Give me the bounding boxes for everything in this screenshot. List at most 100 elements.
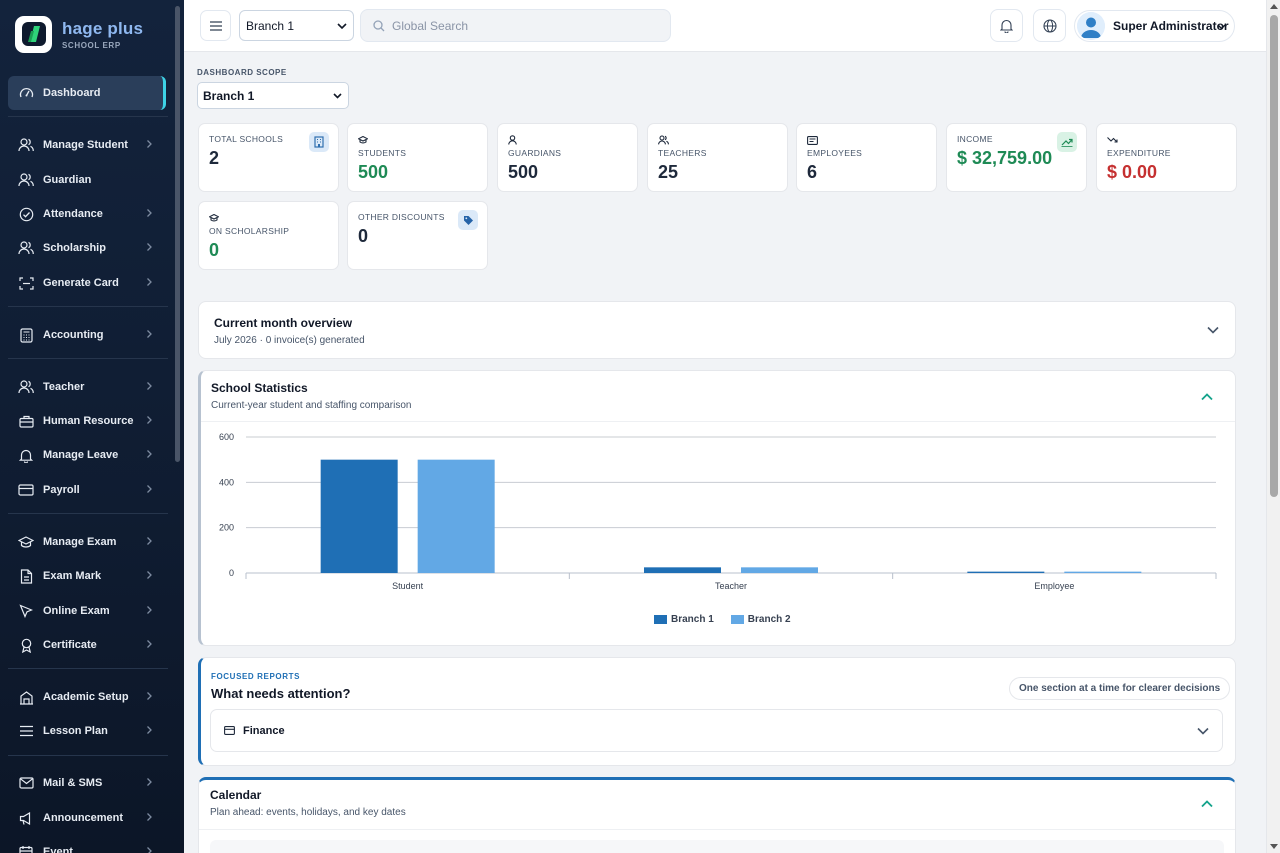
- stat-expenditure: EXPENDITURE $ 0.00: [1096, 123, 1237, 192]
- school-statistics-header[interactable]: School Statistics Current-year student a…: [201, 371, 1235, 422]
- branch-select[interactable]: Branch 1: [239, 10, 354, 41]
- sidebar-item-exam-mark[interactable]: Exam Mark: [8, 559, 166, 593]
- search-input[interactable]: [392, 18, 652, 33]
- sidebar-item-manage-leave[interactable]: Manage Leave: [8, 438, 166, 472]
- sidebar-item-academic-setup[interactable]: Academic Setup: [8, 680, 166, 714]
- users-icon: [17, 171, 35, 189]
- sidebar-item-guardian[interactable]: Guardian: [8, 163, 166, 197]
- sidebar-item-human-resource[interactable]: Human Resource: [8, 404, 166, 438]
- stat-label: STUDENTS: [358, 148, 407, 158]
- chevron-right-icon: [147, 726, 152, 734]
- sidebar-item-online-exam[interactable]: Online Exam: [8, 594, 166, 628]
- building-icon: [17, 688, 35, 706]
- bar-teacher-branch-1[interactable]: [644, 567, 721, 573]
- stat-value: 6: [807, 162, 818, 182]
- scroll-down-icon[interactable]: [1270, 844, 1278, 849]
- avatar: [1077, 12, 1105, 40]
- graduation-cap-icon: [209, 212, 328, 224]
- legend-label[interactable]: Branch 2: [747, 614, 791, 625]
- stat-employees: EMPLOYEES 6: [796, 123, 937, 192]
- stat-value: 25: [658, 162, 679, 182]
- sidebar-item-announcement[interactable]: Announcement: [8, 801, 166, 835]
- stat-value: 0: [358, 226, 369, 246]
- sidebar-item-event[interactable]: Event: [8, 835, 166, 853]
- sidebar-item-label: Scholarship: [43, 242, 106, 254]
- sidebar-item-accounting[interactable]: Accounting: [8, 318, 166, 352]
- sidebar-item-attendance[interactable]: Attendance: [8, 197, 166, 231]
- bar-student-branch-1[interactable]: [320, 459, 398, 573]
- scrollbar-thumb[interactable]: [1270, 15, 1278, 497]
- list-icon: [17, 722, 35, 740]
- chevron-right-icon: [147, 416, 152, 424]
- calendar-subtitle: Plan ahead: events, holidays, and key da…: [210, 807, 406, 818]
- stat-students: STUDENTS 500: [347, 123, 488, 192]
- sidebar-item-teacher[interactable]: Teacher: [8, 370, 166, 404]
- sidebar-item-payroll[interactable]: Payroll: [8, 473, 166, 507]
- finance-label: Finance: [243, 724, 285, 737]
- current-month-overview[interactable]: Current month overview July 2026 · 0 inv…: [198, 301, 1236, 359]
- sidebar-scrollbar[interactable]: [175, 6, 180, 462]
- sidebar-item-label: Manage Leave: [43, 449, 119, 461]
- sidebar-item-lesson-plan[interactable]: Lesson Plan: [8, 714, 166, 748]
- legend-label[interactable]: Branch 1: [671, 614, 714, 625]
- user-menu[interactable]: Super Administrator: [1074, 10, 1235, 42]
- credit-card-icon: [17, 481, 35, 499]
- page-scrollbar[interactable]: [1266, 0, 1280, 853]
- sidebar-item-manage-exam[interactable]: Manage Exam: [8, 525, 166, 559]
- chevron-right-icon: [147, 243, 152, 251]
- chevron-down-icon[interactable]: [1197, 727, 1209, 735]
- legend-swatch-branch-2: [730, 615, 744, 624]
- brand-subtitle: SCHOOL ERP: [62, 40, 121, 50]
- sidebar-item-label: Exam Mark: [43, 570, 102, 582]
- sidebar-item-scholarship[interactable]: Scholarship: [8, 231, 166, 265]
- dashboard-scope-select[interactable]: Branch 1: [197, 82, 349, 109]
- stat-label: EMPLOYEES: [807, 148, 863, 158]
- scan-card-icon: [17, 274, 35, 292]
- sidebar-item-label: Manage Exam: [43, 536, 117, 548]
- menu-toggle-button[interactable]: [200, 10, 231, 41]
- bar-employee-branch-1[interactable]: [967, 571, 1045, 573]
- bar-student-branch-2[interactable]: [417, 459, 495, 573]
- chevron-down-icon: [1217, 24, 1226, 30]
- sidebar-item-label: Event: [43, 846, 73, 853]
- document-icon: [17, 567, 35, 585]
- app-logo-icon: [15, 15, 52, 53]
- calculator-icon: [17, 326, 35, 344]
- sidebar-divider: [8, 668, 168, 669]
- user-name: Super Administrator: [1113, 19, 1229, 33]
- overview-title: Current month overview: [214, 316, 353, 330]
- brand[interactable]: hage plus SCHOOL ERP: [0, 0, 184, 68]
- x-tick-label: Employee: [1034, 581, 1074, 591]
- sidebar: hage plus SCHOOL ERP Dashboard Manage Stu…: [0, 0, 184, 853]
- bar-teacher-branch-2[interactable]: [741, 567, 818, 573]
- calendar-header[interactable]: Calendar Plan ahead: events, holidays, a…: [199, 780, 1235, 830]
- stat-value: 0: [209, 240, 220, 260]
- stat-value: $ 0.00: [1107, 162, 1158, 182]
- sidebar-item-mail-and-sms[interactable]: Mail & SMS: [8, 766, 166, 800]
- finance-section[interactable]: Finance: [210, 709, 1223, 752]
- sidebar-item-generate-card[interactable]: Generate Card: [8, 266, 166, 300]
- chevron-down-icon[interactable]: [1207, 326, 1219, 334]
- sidebar-item-dashboard[interactable]: Dashboard: [8, 76, 166, 110]
- global-search: [360, 9, 671, 42]
- chevron-right-icon: [147, 485, 152, 493]
- sidebar-item-manage-student[interactable]: Manage Student: [8, 128, 166, 162]
- sidebar-item-certificate[interactable]: Certificate: [8, 628, 166, 662]
- stat-label: INCOME: [957, 134, 993, 144]
- scroll-up-icon[interactable]: [1270, 4, 1278, 9]
- y-tick-label: 200: [219, 523, 234, 533]
- bar-employee-branch-2[interactable]: [1064, 571, 1142, 573]
- chevron-up-icon[interactable]: [1201, 800, 1213, 808]
- school-statistics-chart: 0 200 400 600 Student Teacher Employee: [219, 432, 1217, 591]
- sidebar-divider: [8, 306, 168, 307]
- statistics-subtitle: Current-year student and staffing compar…: [211, 400, 412, 411]
- chevron-up-icon[interactable]: [1201, 393, 1213, 401]
- language-button[interactable]: [1033, 9, 1066, 42]
- y-tick-label: 400: [219, 477, 234, 487]
- overview-subtitle: July 2026 · 0 invoice(s) generated: [214, 335, 365, 346]
- search-icon: [373, 19, 385, 31]
- brand-name: hage plus: [62, 18, 144, 38]
- notifications-button[interactable]: [990, 9, 1023, 42]
- stat-value: $ 32,759.00: [957, 148, 1053, 168]
- focus-mode-pill: One section at a time for clearer decisi…: [1009, 677, 1231, 700]
